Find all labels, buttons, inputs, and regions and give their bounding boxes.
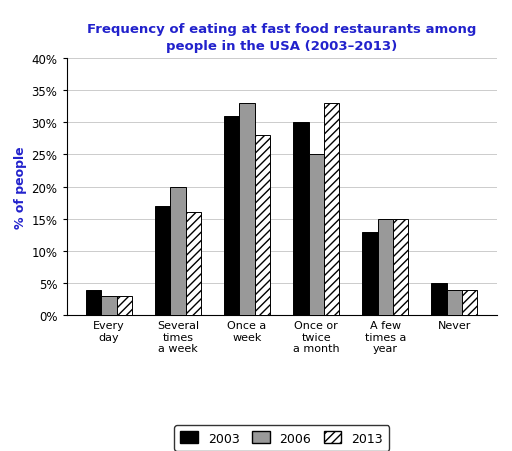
Bar (309, 155, 324, 316)
Bar (393, 219, 408, 316)
Y-axis label: % of people: % of people (14, 146, 27, 228)
Bar (101, 296, 117, 316)
Bar (432, 284, 446, 316)
Bar (446, 290, 462, 316)
Bar (462, 290, 477, 316)
Bar (86, 290, 101, 316)
Title: Frequency of eating at fast food restaurants among
people in the USA (2003–2013): Frequency of eating at fast food restaur… (87, 23, 476, 53)
Bar (324, 104, 339, 316)
Bar (155, 207, 170, 316)
Bar (170, 187, 185, 316)
Bar (224, 116, 240, 316)
Legend: 2003, 2006, 2013: 2003, 2006, 2013 (174, 425, 389, 451)
Bar (240, 104, 254, 316)
Bar (185, 213, 201, 316)
Bar (117, 296, 132, 316)
Bar (362, 232, 378, 316)
Bar (254, 136, 270, 316)
Bar (378, 219, 393, 316)
Bar (293, 123, 309, 316)
